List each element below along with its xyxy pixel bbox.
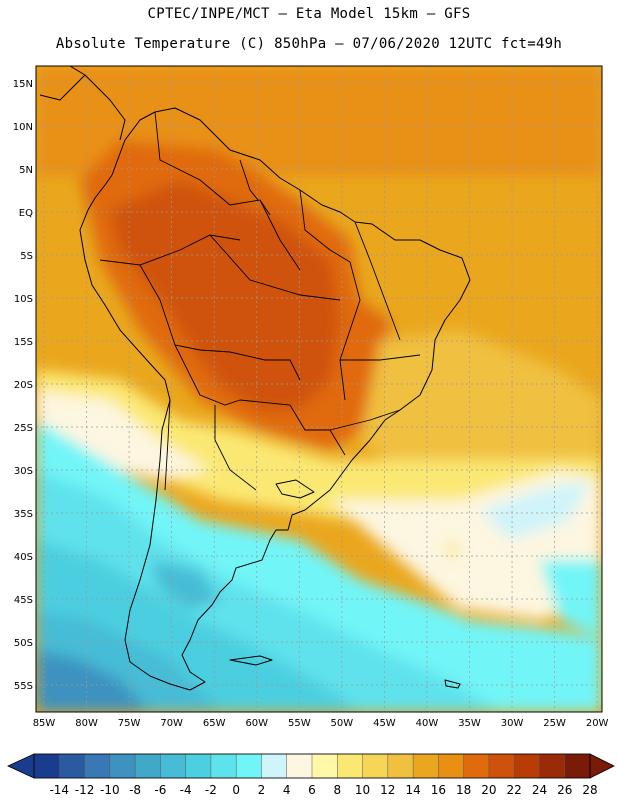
- colorbar-label: -10: [100, 783, 120, 797]
- colorbar-left-arrow: [7, 753, 35, 779]
- temperature-field: [36, 66, 602, 712]
- lon-tick-label: 70W: [160, 718, 183, 729]
- map-title: CPTEC/INPE/MCT – Eta Model 15km – GFS: [147, 6, 471, 22]
- lon-tick-label: 65W: [203, 718, 226, 729]
- colorbar-label: -4: [180, 783, 192, 797]
- lat-tick-label: 5N: [19, 165, 33, 176]
- colorbar-swatch: [488, 753, 515, 779]
- colorbar-label: -12: [75, 783, 95, 797]
- colorbar-swatch: [387, 753, 414, 779]
- latitude-ticks: 15N 10N 5N EQ 5S 10S 15S 20S 25S 30S 35S 40S 45S 50S 5…: [13, 79, 33, 692]
- colorbar-right-arrow: [589, 753, 615, 779]
- lon-tick-label: 85W: [33, 718, 56, 729]
- colorbar-label: 4: [283, 783, 291, 797]
- lon-tick-label: 50W: [331, 718, 354, 729]
- lat-tick-label: 50S: [14, 638, 33, 649]
- colorbar-swatch: [160, 753, 187, 779]
- lon-tick-label: 80W: [75, 718, 98, 729]
- lat-tick-label: 55S: [14, 681, 33, 692]
- lon-tick-label: 40W: [416, 718, 439, 729]
- colorbar-frame: [33, 753, 591, 779]
- colorbar-label: 14: [405, 783, 420, 797]
- colorbar-label: -8: [129, 783, 141, 797]
- colorbar-swatch: [210, 753, 237, 779]
- colorbar-label: 10: [355, 783, 370, 797]
- colorbar-swatch: [185, 753, 212, 779]
- colorbar-label: 2: [258, 783, 266, 797]
- colorbar-label: -6: [154, 783, 166, 797]
- graticule-lines: [36, 66, 602, 712]
- colorbar-swatch: [337, 753, 364, 779]
- colorbar-swatch: [109, 753, 136, 779]
- colorbar-label: 12: [380, 783, 395, 797]
- colorbar-swatch: [134, 753, 162, 779]
- colorbar-swatch: [235, 753, 263, 779]
- lat-tick-label: 30S: [14, 466, 33, 477]
- lat-tick-label: 25S: [14, 423, 33, 434]
- lat-tick-label: 35S: [14, 509, 33, 520]
- colorbar-label: 6: [308, 783, 316, 797]
- lat-tick-label: 45S: [14, 595, 33, 606]
- colorbar-label: -14: [49, 783, 69, 797]
- colorbar-swatch: [362, 753, 389, 779]
- country-borders: [99, 111, 421, 491]
- colorbar: -14 -12 -10 -8 -6 -4 -2 0 2 4 6 8 10 12 14 16 18 20 22 24 26…: [7, 753, 615, 797]
- colorbar-swatch: [438, 753, 465, 779]
- lon-tick-label: 55W: [288, 718, 311, 729]
- colorbar-label: 24: [532, 783, 547, 797]
- lat-tick-label: 10N: [13, 122, 33, 133]
- colorbar-swatch: [539, 753, 566, 779]
- colorbar-swatch: [261, 753, 288, 779]
- colorbar-swatch: [33, 753, 61, 779]
- colorbar-label: 20: [481, 783, 496, 797]
- colorbar-swatch: [59, 753, 86, 779]
- map-subtitle: Absolute Temperature (C) 850hPa – 07/06/…: [55, 36, 563, 52]
- colorbar-swatch: [84, 753, 111, 779]
- colorbar-label: 22: [507, 783, 522, 797]
- colorbar-swatch: [564, 753, 591, 779]
- colorbar-label: 28: [582, 783, 597, 797]
- lat-tick-label: 40S: [14, 552, 33, 563]
- colorbar-label: 18: [456, 783, 471, 797]
- coastline: [39, 66, 471, 691]
- lat-tick-label: 20S: [14, 380, 33, 391]
- longitude-ticks: 85W 80W 75W 70W 65W 60W 55W 50W 45W 40W 35W 30W 25W 2…: [33, 718, 609, 729]
- lat-tick-label: 15N: [13, 79, 33, 90]
- lon-tick-label: 35W: [458, 718, 481, 729]
- lat-tick-label: EQ: [19, 208, 33, 219]
- colorbar-swatch: [513, 753, 541, 779]
- lat-tick-label: 10S: [14, 294, 33, 305]
- colorbar-swatch: [412, 753, 440, 779]
- lat-tick-label: 15S: [14, 337, 33, 348]
- colorbar-swatch: [286, 753, 313, 779]
- colorbar-label: 26: [557, 783, 572, 797]
- lon-tick-label: 45W: [373, 718, 396, 729]
- lon-tick-label: 20W: [586, 718, 609, 729]
- plot-frame: [35, 65, 603, 713]
- colorbar-swatch: [311, 753, 339, 779]
- lon-tick-label: 75W: [118, 718, 141, 729]
- colorbar-label: -2: [205, 783, 217, 797]
- colorbar-swatch: [463, 753, 490, 779]
- lat-tick-label: 5S: [20, 251, 33, 262]
- lon-tick-label: 25W: [543, 718, 566, 729]
- colorbar-label: 8: [333, 783, 341, 797]
- colorbar-label: 0: [232, 783, 240, 797]
- lon-tick-label: 30W: [501, 718, 524, 729]
- colorbar-label: 16: [431, 783, 446, 797]
- lon-tick-label: 60W: [245, 718, 268, 729]
